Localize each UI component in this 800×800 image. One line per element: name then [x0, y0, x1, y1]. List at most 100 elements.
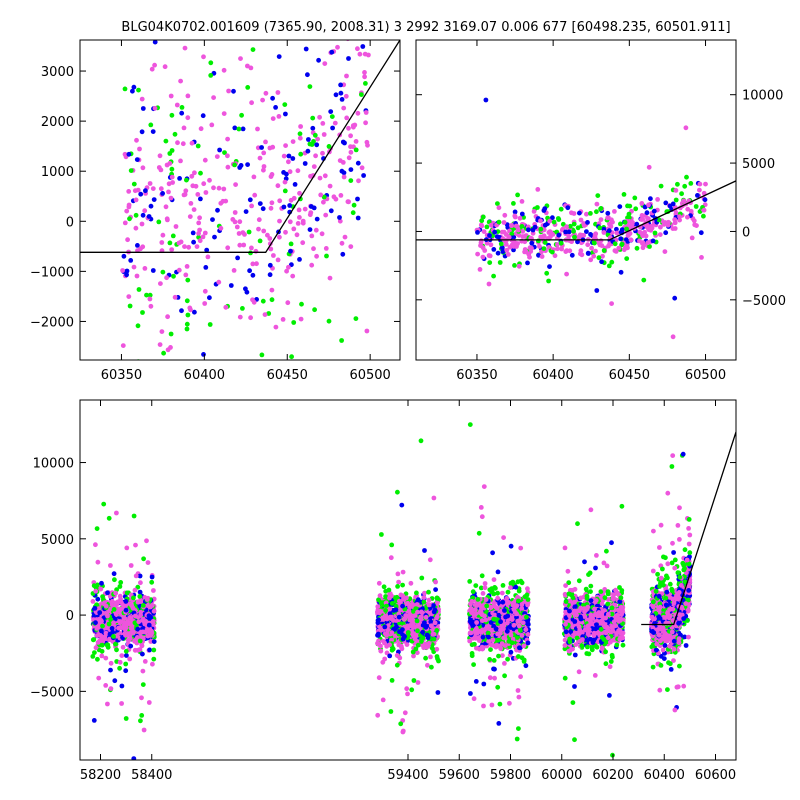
data-point: [103, 683, 109, 688]
data-point: [498, 619, 503, 625]
data-point: [179, 105, 185, 110]
data-point: [547, 218, 553, 224]
data-point: [415, 628, 420, 634]
data-point: [577, 232, 583, 238]
data-point: [339, 240, 345, 246]
data-point: [286, 153, 292, 159]
data-point: [137, 146, 142, 152]
data-point: [701, 213, 706, 219]
data-point: [195, 192, 201, 197]
data-point: [353, 139, 359, 144]
data-point: [598, 206, 604, 211]
data-point: [610, 219, 615, 225]
data-point: [187, 214, 193, 220]
data-point: [467, 638, 473, 644]
data-point: [582, 559, 587, 565]
data-point: [144, 292, 149, 298]
data-point: [136, 287, 142, 292]
data-point: [117, 610, 123, 615]
data-point: [383, 608, 388, 613]
data-point: [675, 181, 680, 187]
data-point: [141, 635, 147, 641]
data-point: [302, 206, 308, 212]
data-point: [169, 166, 175, 172]
data-point: [339, 168, 345, 174]
data-point: [542, 206, 548, 212]
data-point: [366, 52, 371, 58]
data-point: [362, 70, 367, 75]
data-point: [191, 239, 197, 245]
data-point: [218, 200, 224, 206]
data-point: [143, 629, 149, 635]
data-point: [362, 0, 367, 1]
data-point: [513, 584, 519, 590]
data-point: [127, 216, 132, 222]
data-point: [508, 585, 513, 590]
data-point: [606, 263, 612, 269]
data-point: [405, 600, 411, 606]
data-point: [596, 255, 602, 261]
data-point: [473, 611, 479, 617]
data-point: [287, 169, 293, 175]
data-point: [645, 240, 651, 246]
data-point: [147, 296, 153, 302]
data-point: [164, 216, 170, 222]
data-point: [335, 44, 340, 50]
data-point: [161, 350, 167, 356]
data-point: [140, 212, 146, 218]
data-point: [188, 387, 193, 392]
data-point: [176, 240, 182, 246]
data-point: [482, 585, 488, 591]
data-point: [672, 295, 678, 301]
data-point: [395, 584, 400, 589]
data-point: [643, 233, 649, 239]
data-point: [434, 600, 440, 606]
data-point: [488, 605, 494, 610]
data-point: [191, 207, 197, 213]
data-point: [259, 145, 264, 150]
data-point: [566, 233, 572, 239]
data-point: [248, 315, 254, 321]
data-point: [210, 217, 215, 223]
data-point: [235, 255, 241, 261]
data-point: [496, 219, 502, 225]
data-point: [584, 229, 589, 235]
data-point: [269, 287, 275, 293]
data-point: [378, 648, 384, 654]
data-point: [140, 165, 146, 171]
data-point: [433, 587, 438, 592]
data-point: [198, 196, 203, 202]
data-point: [489, 702, 495, 708]
data-point: [200, 113, 206, 119]
data-point: [200, 234, 206, 240]
data-point: [231, 88, 236, 94]
data-point: [99, 580, 104, 586]
data-point: [518, 628, 523, 633]
data-point: [673, 188, 679, 193]
data-point: [90, 637, 96, 643]
panel-top-right-model: [416, 180, 736, 241]
data-point: [692, 222, 698, 228]
panel-top-left: 60350 60400 60450 60500−2000−10000100020003…: [30, 0, 401, 392]
data-point: [617, 204, 623, 210]
data-point: [201, 181, 207, 187]
data-point: [547, 264, 552, 269]
data-point: [348, 133, 353, 139]
data-point: [491, 616, 497, 622]
data-point: [265, 232, 270, 238]
data-point: [402, 710, 408, 716]
panel-top-right-points: [474, 97, 708, 340]
data-point: [426, 589, 431, 595]
data-point: [108, 660, 114, 666]
data-point: [486, 638, 492, 644]
data-point: [255, 126, 260, 132]
data-point: [407, 623, 413, 629]
data-point: [117, 619, 123, 624]
data-point: [516, 598, 521, 604]
data-point: [384, 603, 389, 609]
data-point: [329, 114, 335, 119]
data-point: [124, 590, 130, 596]
data-point: [109, 626, 115, 631]
data-point: [651, 208, 657, 214]
data-point: [126, 620, 131, 626]
